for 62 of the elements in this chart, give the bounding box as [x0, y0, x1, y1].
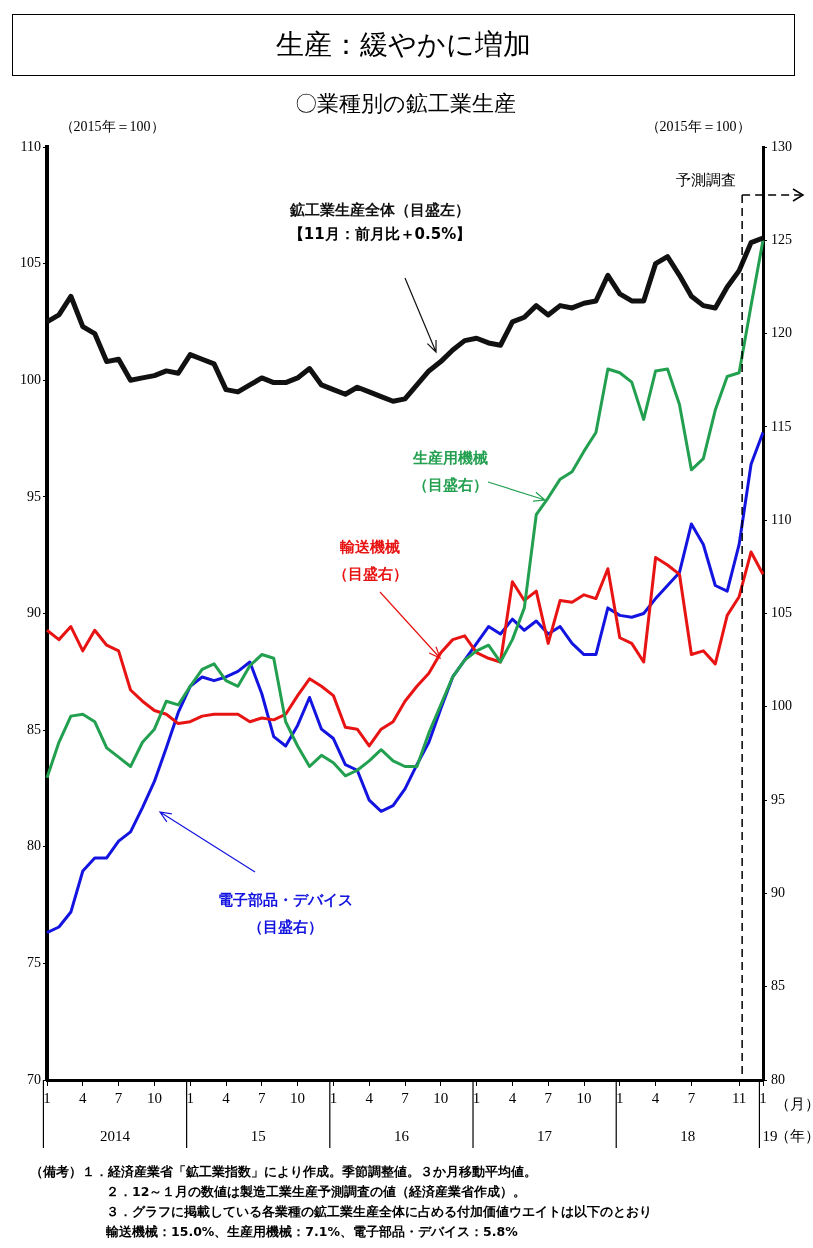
x-tick-label: 1 [759, 1089, 767, 1106]
y2-tick-label: 80 [771, 1071, 785, 1087]
x-tick-label: 4 [79, 1089, 88, 1106]
text: ３．グラフに掲載している各業種の鉱工業生産全体に占める付加価値ウエイトは以下のとおり [105, 1203, 653, 1221]
x-tick-label: 7 [401, 1089, 410, 1106]
x-tick-label: 11 [731, 1089, 747, 1106]
x-tick-label: 10 [433, 1089, 449, 1106]
text: 19 [762, 1127, 778, 1144]
y2-tick-label: 130 [771, 138, 792, 154]
x-tick-label: 1 [329, 1089, 338, 1106]
y2-tick-label: 125 [771, 231, 792, 247]
text: 輸送機械：15.0%、生産用機械：7.1%、電子部品・デバイス：5.8% [105, 1223, 519, 1241]
text: ２．12～１月の数値は製造工業生産予測調査の値（経済産業省作成）。 [105, 1183, 528, 1201]
x-tick-label: 1 [186, 1089, 194, 1106]
y2-tick-label: 95 [771, 791, 785, 807]
y2-tick-label: 120 [771, 325, 792, 341]
x-tick-label: 4 [222, 1089, 231, 1106]
text: 16 [393, 1127, 410, 1144]
x-tick-label: 10 [290, 1089, 306, 1106]
x-tick-label: 4 [651, 1089, 660, 1106]
x-tick-label: 7 [544, 1089, 553, 1106]
y-tick-label: 70 [27, 1071, 41, 1087]
y-axis-title: （2015年＝100） [59, 118, 165, 134]
text: （備考）１．経済産業省「鉱工業指数」により作成。季節調整値。３か月移動平均値。 [30, 1163, 538, 1181]
text: 17 [537, 1127, 553, 1144]
y-tick-label: 85 [27, 721, 41, 737]
ref-line-label: 予測調査 [676, 170, 737, 189]
text: 輸送機械（目盛右） [331, 537, 409, 585]
text: 2014 [100, 1127, 131, 1144]
x-tick-label: 10 [146, 1089, 162, 1106]
text: 15 [250, 1127, 266, 1144]
x-tick-label: 4 [508, 1089, 517, 1106]
y-tick-label: 90 [27, 605, 41, 621]
y2-tick-label: 115 [771, 418, 792, 434]
x-tick-label: 7 [114, 1089, 123, 1106]
x-tick-label: 1 [472, 1089, 481, 1106]
y2-tick-label: 105 [771, 605, 792, 621]
y2-tick-label: 110 [771, 511, 792, 527]
x-axis-title: （月） [775, 1095, 813, 1112]
text: 電子部品・デバイス（目盛右） [216, 890, 354, 938]
x-tick-label: 4 [365, 1089, 374, 1106]
y2-axis-title: （2015年＝100） [645, 118, 751, 134]
y2-tick-label: 85 [771, 978, 785, 994]
y-tick-label: 110 [20, 138, 41, 154]
y2-tick-label: 100 [771, 698, 792, 714]
x-tick-label: 7 [687, 1089, 696, 1106]
text: 鉱工業生産全体（目盛左） [289, 200, 471, 221]
x-tick-label: 1 [43, 1089, 51, 1106]
y-tick-label: 80 [27, 838, 41, 854]
y2-tick-label: 90 [771, 885, 785, 901]
y-tick-label: 95 [27, 488, 41, 504]
annotation: 【11月：前月比＋0.5%】 [287, 224, 473, 244]
x-tick-label: 7 [258, 1089, 267, 1106]
chart-subtitle: 〇業種別の鉱工業生産 [294, 90, 516, 116]
text: 生産用機械（目盛右） [411, 448, 489, 496]
chart-title: 生産：緩やかに増加 [12, 14, 795, 76]
y-tick-label: 75 [27, 955, 41, 971]
text: 18 [680, 1127, 696, 1144]
y-tick-label: 105 [20, 255, 41, 271]
y-tick-label: 100 [20, 371, 41, 387]
x-tick-label: 1 [616, 1089, 624, 1106]
x-tick-label: 10 [576, 1089, 592, 1106]
